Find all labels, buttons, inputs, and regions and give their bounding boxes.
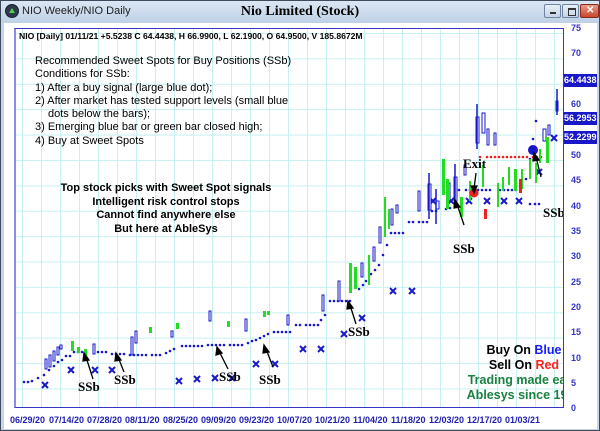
stop-markers	[41, 134, 558, 389]
red-candles	[484, 179, 522, 219]
close-price-label: 64.4438	[564, 74, 597, 87]
condition-line: 3) Emerging blue bar or green bar closed…	[35, 121, 263, 134]
plot-area[interactable]: NIO [Daily] 01/11/21 +5.5238 C 64.4438, …	[14, 28, 564, 408]
x-tick: 10/21/20	[315, 415, 351, 425]
x-tick: 07/14/20	[49, 415, 85, 425]
price-chart	[22, 89, 559, 389]
y-tick: 30	[571, 251, 582, 261]
window-chart-label: NIO Weekly/NIO Daily	[22, 5, 131, 17]
candle-wicks	[428, 89, 558, 224]
x-tick: 07/28/20	[87, 415, 123, 425]
x-tick: 06/29/20	[10, 415, 46, 425]
minimize-button[interactable]	[544, 4, 561, 18]
chart-area[interactable]: NIO [Daily] 01/11/21 +5.5238 C 64.4438, …	[4, 23, 597, 429]
x-tick: 08/11/20	[125, 415, 160, 425]
y-tick: 10	[571, 353, 582, 363]
tagline: Trading made easy	[467, 373, 563, 387]
y-axis: 75 70 60 50 45 40 35 30 25 20 15 10 5 0	[566, 23, 597, 429]
sell-rule: Sell On Red	[488, 358, 560, 372]
title-bar[interactable]: NIO Weekly/NIO Daily Nio Limited (Stock)	[1, 1, 599, 23]
condition-line: 1) After a buy signal (large blue dot);	[35, 81, 213, 94]
y-tick: 45	[571, 175, 582, 185]
x-tick: 11/04/20	[353, 415, 388, 425]
ssb-conditions-text: Recommended Sweet Spots for Buy Position…	[35, 55, 291, 148]
y-tick: 35	[571, 226, 582, 236]
ssb-arrows	[82, 151, 542, 380]
promo-line: Cannot find anywhere else	[96, 209, 236, 221]
promo-line: Top stock picks with Sweet Spot signals	[60, 182, 272, 194]
exit-label: Exit	[463, 156, 487, 171]
x-tick: 12/17/20	[467, 415, 503, 425]
x-tick: 10/07/20	[277, 415, 313, 425]
ssb-label: SSb	[453, 241, 475, 256]
buy-sell-legend: Buy On Blue Sell On Red Trading made eas…	[449, 343, 563, 403]
promo-line: Intelligent risk control stops	[92, 195, 240, 208]
tagline: Ablesys since 1994	[466, 388, 563, 402]
y-tick: 60	[571, 99, 582, 109]
condition-line: dots below the bars);	[48, 108, 151, 121]
close-button[interactable]	[580, 4, 599, 18]
y-tick: 15	[571, 327, 582, 337]
blue-candles	[44, 100, 559, 370]
y-tick: 50	[571, 150, 582, 160]
ssb-label: SSb	[78, 379, 100, 394]
sell-color-word: Red	[535, 358, 560, 372]
ssb-label: SSb	[259, 372, 281, 387]
condition-line: 2) After market has tested support level…	[35, 94, 289, 107]
ohlc-info-line: NIO [Daily] 01/11/21 +5.5238 C 64.4438, …	[19, 31, 363, 41]
x-tick: 01/03/21	[505, 415, 541, 425]
condition-line: Recommended Sweet Spots for Buy Position…	[35, 55, 292, 67]
promo-line: But here at AbleSys	[114, 222, 218, 235]
buy-color-word: Blue	[534, 343, 562, 357]
y-tick: 20	[571, 302, 582, 312]
condition-line: Conditions for SSb:	[35, 68, 130, 81]
buy-signal-dot	[528, 145, 538, 155]
condition-line: 4) Buy at Sweet Spots	[35, 134, 144, 147]
y-tick: 70	[571, 48, 582, 58]
maximize-button[interactable]	[562, 4, 579, 18]
window-title: Nio Limited (Stock)	[240, 4, 360, 19]
y-tick: 25	[571, 277, 582, 287]
promo-text: Top stock picks with Sweet Spot signals …	[16, 182, 316, 236]
x-tick: 11/18/20	[391, 415, 426, 425]
upper-level-label: 56.2953	[564, 112, 597, 125]
x-tick: 09/23/20	[239, 415, 275, 425]
x-tick: 12/03/20	[429, 415, 465, 425]
lower-level-label: 52.2299	[564, 131, 597, 144]
app-logo-icon	[5, 4, 19, 18]
resistance-dots	[478, 155, 543, 159]
ssb-label: SSb	[114, 372, 136, 387]
y-tick: 40	[571, 201, 582, 211]
y-tick: 5	[571, 378, 577, 388]
y-tick: 75	[571, 23, 582, 33]
y-tick: 0	[571, 403, 577, 413]
ssb-label: SSb	[348, 324, 370, 339]
x-tick: 09/09/20	[201, 415, 237, 425]
ssb-label: SSb	[543, 205, 564, 220]
buy-rule: Buy On Blue	[486, 343, 562, 357]
x-tick: 08/25/20	[163, 415, 199, 425]
ssb-label: SSb	[219, 369, 241, 384]
